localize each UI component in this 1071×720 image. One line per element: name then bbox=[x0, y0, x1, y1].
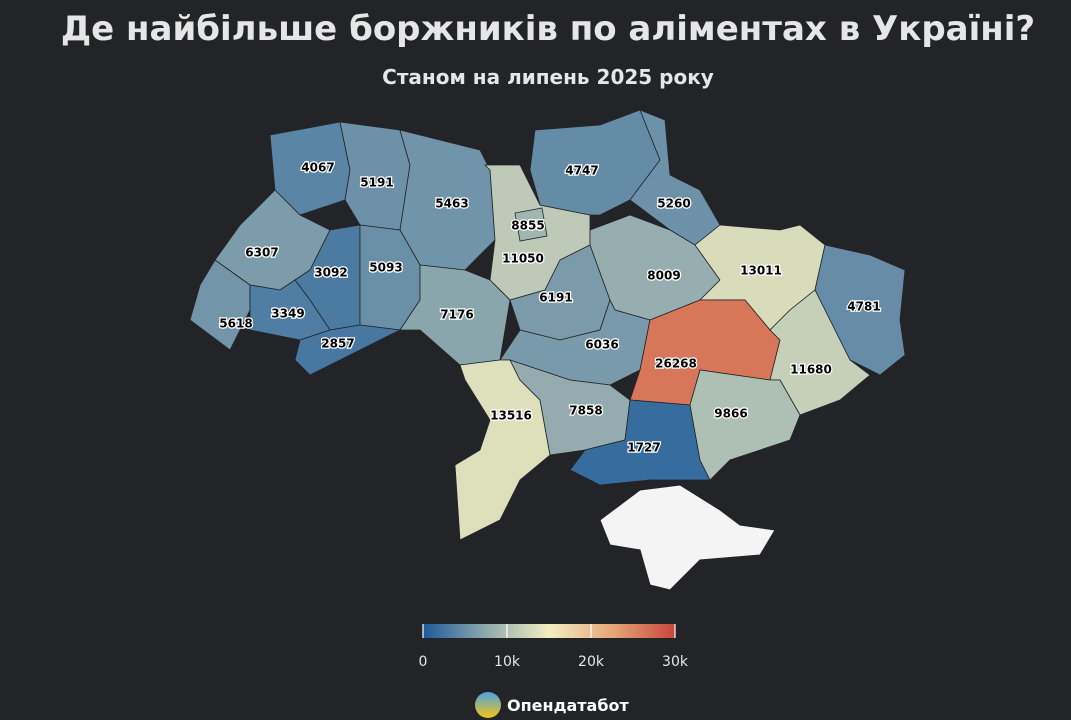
region bbox=[514, 207, 548, 242]
colorbar-tick-label: 30k bbox=[662, 654, 689, 670]
region-value: 5463 bbox=[435, 197, 468, 211]
colorbar-tick-label: 20k bbox=[578, 654, 605, 670]
region-value: 3092 bbox=[314, 266, 347, 280]
subtitle: Станом на липень 2025 року bbox=[382, 65, 714, 89]
region bbox=[294, 324, 402, 376]
region-value: 3349 bbox=[271, 307, 304, 321]
region-value: 6191 bbox=[539, 291, 572, 305]
region bbox=[529, 109, 661, 216]
region-value: 13011 bbox=[740, 264, 782, 278]
colorbar: 0 10k 20k 30k bbox=[419, 624, 689, 670]
region-value: 1727 bbox=[627, 441, 660, 455]
crimea bbox=[599, 484, 776, 591]
region-value: 5093 bbox=[369, 261, 402, 275]
brand: Опендатабот bbox=[507, 696, 630, 715]
region-value: 4747 bbox=[565, 164, 598, 178]
region-value: 5191 bbox=[360, 176, 393, 190]
map: 4067 5191 5463 11050 8855 4747 5260 6307 3092 509… bbox=[189, 109, 906, 541]
region-value: 4067 bbox=[301, 161, 334, 175]
region-value: 8009 bbox=[647, 269, 680, 283]
region-value: 13516 bbox=[490, 409, 532, 423]
region-value: 6036 bbox=[585, 338, 618, 352]
colorbar-gradient bbox=[423, 624, 675, 638]
region-value: 4781 bbox=[847, 300, 880, 314]
region-value: 5260 bbox=[657, 197, 690, 211]
region-value: 8855 bbox=[511, 219, 544, 233]
region bbox=[689, 369, 801, 481]
region-value: 11680 bbox=[790, 363, 832, 377]
colorbar-tick-label: 10k bbox=[494, 654, 521, 670]
region-value: 2857 bbox=[321, 337, 354, 351]
title: Де найбільше боржників по аліментах в Ук… bbox=[61, 9, 1035, 49]
region-value: 5618 bbox=[219, 317, 252, 331]
region-value: 7176 bbox=[440, 308, 473, 322]
colorbar-tick-label: 0 bbox=[419, 654, 428, 670]
region bbox=[769, 289, 871, 416]
region-value: 7858 bbox=[569, 404, 602, 418]
region-value: 6307 bbox=[245, 246, 278, 260]
region-value: 11050 bbox=[502, 252, 544, 266]
region-value: 9866 bbox=[714, 407, 747, 421]
logo bbox=[475, 692, 501, 718]
region-value: 26268 bbox=[655, 357, 697, 371]
